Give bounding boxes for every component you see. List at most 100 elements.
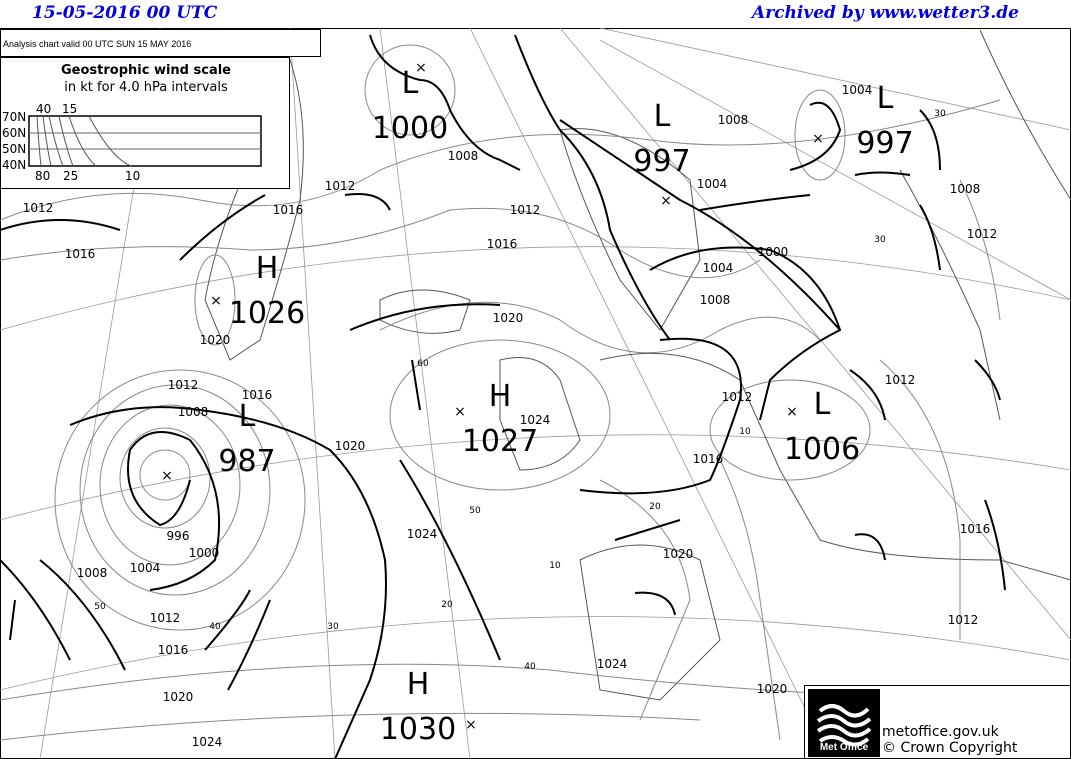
isobar-label: 1024 [597,657,628,671]
latitude-label: 50 [94,602,106,612]
centre-pressure: 987 [218,444,275,479]
centre-pressure: 997 [856,126,913,161]
isobar-label: 1024 [520,413,551,427]
fronts [0,34,1006,759]
isobar-label: 1020 [200,333,231,347]
lat-70n: 70N [2,110,26,124]
centre-cross-icon: × [415,60,427,76]
isobar-label: 1016 [158,643,189,657]
isobar-label: 1008 [700,293,731,307]
isobar-label: 1020 [493,311,524,325]
isobar-label: 1012 [885,373,916,387]
centre-cross-icon: × [161,468,173,484]
isobar-label: 1020 [663,547,694,561]
lat-60n: 60N [2,126,26,140]
centre-type: L [654,99,671,134]
copyright: © Crown Copyright [882,740,1018,756]
wind-scale-subtitle: in kt for 4.0 hPa intervals [64,80,228,95]
scale-top-15: 15 [62,102,77,116]
isobar-label: 1008 [448,149,479,163]
isobar-label: 1024 [192,735,223,749]
scale-bottom-25: 25 [63,169,78,183]
centre-cross-icon: × [812,131,824,147]
isobar-label: 1012 [150,611,181,625]
latitude-label: 30 [934,109,946,119]
isobar-label: 1008 [178,405,209,419]
isobar-label: 1004 [697,177,728,191]
latitude-label: 20 [441,600,453,610]
scale-bottom-80: 80 [35,169,50,183]
site-link[interactable]: metoffice.gov.uk [882,724,999,740]
isobar-label: 1012 [722,390,753,404]
isobar-label: 1012 [168,378,199,392]
centre-type: L [239,399,256,434]
isobar-label: 1012 [948,613,979,627]
isobar-label: 1020 [163,690,194,704]
latitude-label: 60 [417,359,429,369]
isobar-label: 1000 [189,546,220,560]
centre-pressure: 1026 [229,296,305,331]
isobar-label: 1004 [703,261,734,275]
latitude-label: 30 [874,235,886,245]
wind-scale-title: Geostrophic wind scale [60,63,231,78]
centre-pressure: 1006 [784,432,860,467]
centre-type: H [256,251,279,286]
isobar-label: 1004 [130,561,161,575]
pressure-centre-low: L 987 × [161,399,276,484]
chart-date: 15-05-2016 00 UTC [32,3,218,23]
centre-cross-icon: × [465,717,477,733]
met-office-credit: Met Office metoffice.gov.uk © Crown Copy… [804,685,1071,759]
centre-pressure: 997 [633,144,690,179]
isobar-label: 1016 [242,388,273,402]
centre-type: L [877,81,894,116]
isobar-label: 1016 [65,247,96,261]
validity-label: Analysis chart valid 00 UTC SUN 15 MAY 2… [0,29,321,57]
pressure-centre-high: H 1027 × [454,379,538,459]
archive-credit: Archived by www.wetter3.de [752,3,1019,23]
centre-type: L [814,387,831,422]
pressure-centre-high: H 1026 × [210,251,305,331]
lat-50n: 50N [2,142,26,156]
latitude-label: 30 [327,622,339,632]
lat-lon-grid [0,28,1071,759]
isobar-label: 1024 [407,527,438,541]
centre-cross-icon: × [660,193,672,209]
pressure-centre-low: L 1006 × [784,387,860,467]
isobar-label: 1016 [960,522,991,536]
latitude-label: 10 [549,561,561,571]
centre-cross-icon: × [454,404,466,420]
pressure-centre-low: L 997 × [812,81,914,161]
isobar-label: 1020 [335,439,366,453]
latitude-label: 10 [739,427,751,437]
centre-cross-icon: × [786,404,798,420]
centre-type: H [489,379,512,414]
centre-pressure: 1030 [380,712,456,747]
pressure-centre-low: L 1000 × [372,60,448,146]
pressure-centre-high: H 1030 × [380,667,477,747]
isobar-label: 1012 [325,179,356,193]
scale-bottom-10: 10 [125,169,140,183]
isobar-label: 1000 [758,245,789,259]
isobar-label: 1012 [510,203,541,217]
scale-top-40: 40 [36,102,51,116]
pressure-centre-low: L 997 × [633,99,690,209]
waves-icon [816,704,872,747]
isobar-label: 1016 [273,203,304,217]
isobar-label: 1016 [693,452,724,466]
centre-type: H [407,667,430,702]
isobar-label: 1008 [950,182,981,196]
wind-scale-legend: Geostrophic wind scale in kt for 4.0 hPa… [0,57,290,189]
centre-cross-icon: × [210,293,222,309]
latitude-label: 20 [649,502,661,512]
isobar-label: 1008 [77,566,108,580]
centre-pressure: 1027 [462,424,538,459]
coastlines [204,29,1071,701]
isobar-label: 1020 [757,682,788,696]
isobar-label: 1016 [487,237,518,251]
met-office-logo: Met Office [808,689,880,757]
centre-type: L [402,66,419,101]
isobar-label: 1008 [718,113,749,127]
logo-text: Met Office [819,742,869,753]
